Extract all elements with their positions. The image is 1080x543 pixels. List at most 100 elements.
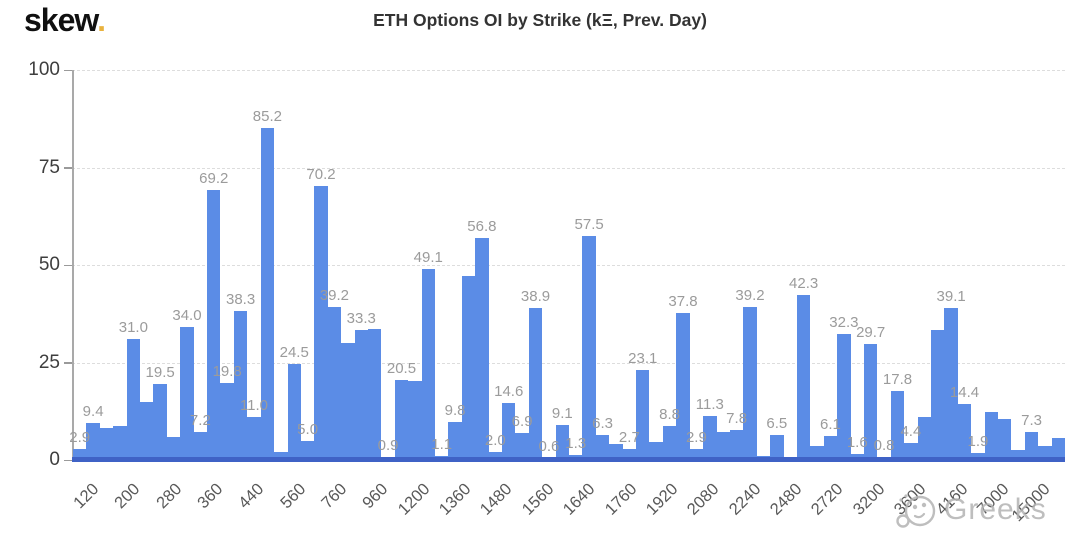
bar[interactable] <box>1051 437 1066 460</box>
bar[interactable] <box>636 369 650 460</box>
bar[interactable] <box>957 403 972 460</box>
bar[interactable] <box>220 382 234 460</box>
bar[interactable] <box>863 344 878 460</box>
bar[interactable] <box>609 444 623 460</box>
bar-value-label: 8.8 <box>659 405 681 423</box>
bar[interactable] <box>461 275 476 460</box>
bar-value-label: 29.7 <box>856 324 886 342</box>
bar[interactable] <box>153 383 167 460</box>
bar[interactable] <box>622 449 637 460</box>
bar[interactable] <box>810 446 824 460</box>
bar[interactable] <box>689 448 704 460</box>
bar[interactable] <box>837 334 851 460</box>
bar[interactable] <box>86 423 100 460</box>
bar[interactable] <box>193 431 208 460</box>
bar[interactable] <box>113 426 127 460</box>
bar[interactable] <box>515 433 529 460</box>
bar-slot: 69.2 <box>199 70 228 460</box>
bar-slot: 2.9 <box>686 70 707 460</box>
bar-slot <box>998 70 1012 460</box>
bar[interactable] <box>998 419 1012 460</box>
bar[interactable] <box>341 343 355 460</box>
bar-value-label: 2.0 <box>484 432 506 450</box>
bar[interactable] <box>1011 449 1025 460</box>
bar[interactable] <box>354 330 368 460</box>
bar-slot <box>1051 70 1066 460</box>
bar-value-label: 4.4 <box>900 422 922 440</box>
gridline <box>72 362 1065 364</box>
bar[interactable] <box>99 428 114 460</box>
bar[interactable] <box>984 412 999 460</box>
bar[interactable] <box>126 339 141 460</box>
bar[interactable] <box>904 442 918 460</box>
bar[interactable] <box>917 417 931 460</box>
bar[interactable] <box>408 380 422 460</box>
bar[interactable] <box>448 421 462 460</box>
bar-slot <box>274 70 288 460</box>
wechat-emoji-icon <box>896 494 936 528</box>
bar[interactable] <box>662 425 677 460</box>
bar[interactable] <box>1038 446 1052 460</box>
chart-title: ETH Options OI by Strike (kΞ, Prev. Day) <box>373 10 707 30</box>
bar-slot <box>649 70 663 460</box>
bar[interactable] <box>971 452 985 460</box>
bar[interactable] <box>729 429 744 460</box>
bar-slot: 39.2 <box>735 70 765 460</box>
bar[interactable] <box>796 295 811 460</box>
bar-value-label: 49.1 <box>413 248 443 266</box>
bar[interactable] <box>314 186 328 460</box>
bar[interactable] <box>260 127 275 460</box>
bar[interactable] <box>502 403 516 460</box>
bar[interactable] <box>274 451 288 460</box>
bar[interactable] <box>287 364 301 460</box>
bar[interactable] <box>367 329 382 460</box>
bar[interactable] <box>1024 431 1039 460</box>
bar[interactable] <box>488 452 502 460</box>
bar[interactable] <box>300 440 315 460</box>
bar[interactable] <box>394 380 409 460</box>
bar[interactable] <box>421 268 435 460</box>
bar[interactable] <box>247 417 261 460</box>
bar[interactable] <box>743 307 757 460</box>
bar[interactable] <box>649 441 663 460</box>
bar[interactable] <box>595 435 610 460</box>
bar[interactable] <box>207 190 221 460</box>
bar[interactable] <box>180 327 194 460</box>
bar-slot <box>341 70 355 460</box>
bar-slot <box>166 70 181 460</box>
bar[interactable] <box>890 390 905 460</box>
bar[interactable] <box>528 308 543 460</box>
bar-value-label: 39.2 <box>735 287 765 305</box>
bar[interactable] <box>770 434 784 460</box>
bar[interactable] <box>555 424 570 460</box>
y-axis-label: 75 <box>38 156 60 178</box>
bar-value-label: 39.1 <box>936 287 966 305</box>
bar[interactable] <box>716 431 730 460</box>
bar[interactable] <box>850 453 864 460</box>
bar[interactable] <box>140 401 154 460</box>
bar[interactable] <box>327 307 342 460</box>
bar-slot <box>1038 70 1052 460</box>
bar[interactable] <box>676 312 690 460</box>
bar-slot: 0.6 <box>538 70 559 460</box>
bar-value-label: 0.9 <box>377 436 399 454</box>
bar[interactable] <box>582 235 596 460</box>
x-axis-baseline <box>72 457 1065 462</box>
x-axis-label: 440 <box>235 480 268 513</box>
bar[interactable] <box>703 415 717 460</box>
x-axis-label: 1640 <box>559 480 599 519</box>
bar[interactable] <box>233 310 248 460</box>
bar-slot: 24.5 <box>280 70 309 460</box>
bar-slot: 29.7 <box>856 70 885 460</box>
bar[interactable] <box>823 436 838 460</box>
bar[interactable] <box>475 238 489 460</box>
bar[interactable] <box>73 448 87 460</box>
bar[interactable] <box>166 436 181 460</box>
bar-slot: 6.5 <box>766 70 787 460</box>
bar[interactable] <box>944 307 958 460</box>
bar[interactable] <box>931 330 945 460</box>
bar-value-label: 1.3 <box>565 434 587 452</box>
gridline <box>72 70 1065 71</box>
plot-area: 2.9 9.4 31.0 19.5 34.0 7.2 69.2 19.8 38.3 11.0 85.… <box>64 69 1066 462</box>
y-axis-tick <box>64 69 72 71</box>
